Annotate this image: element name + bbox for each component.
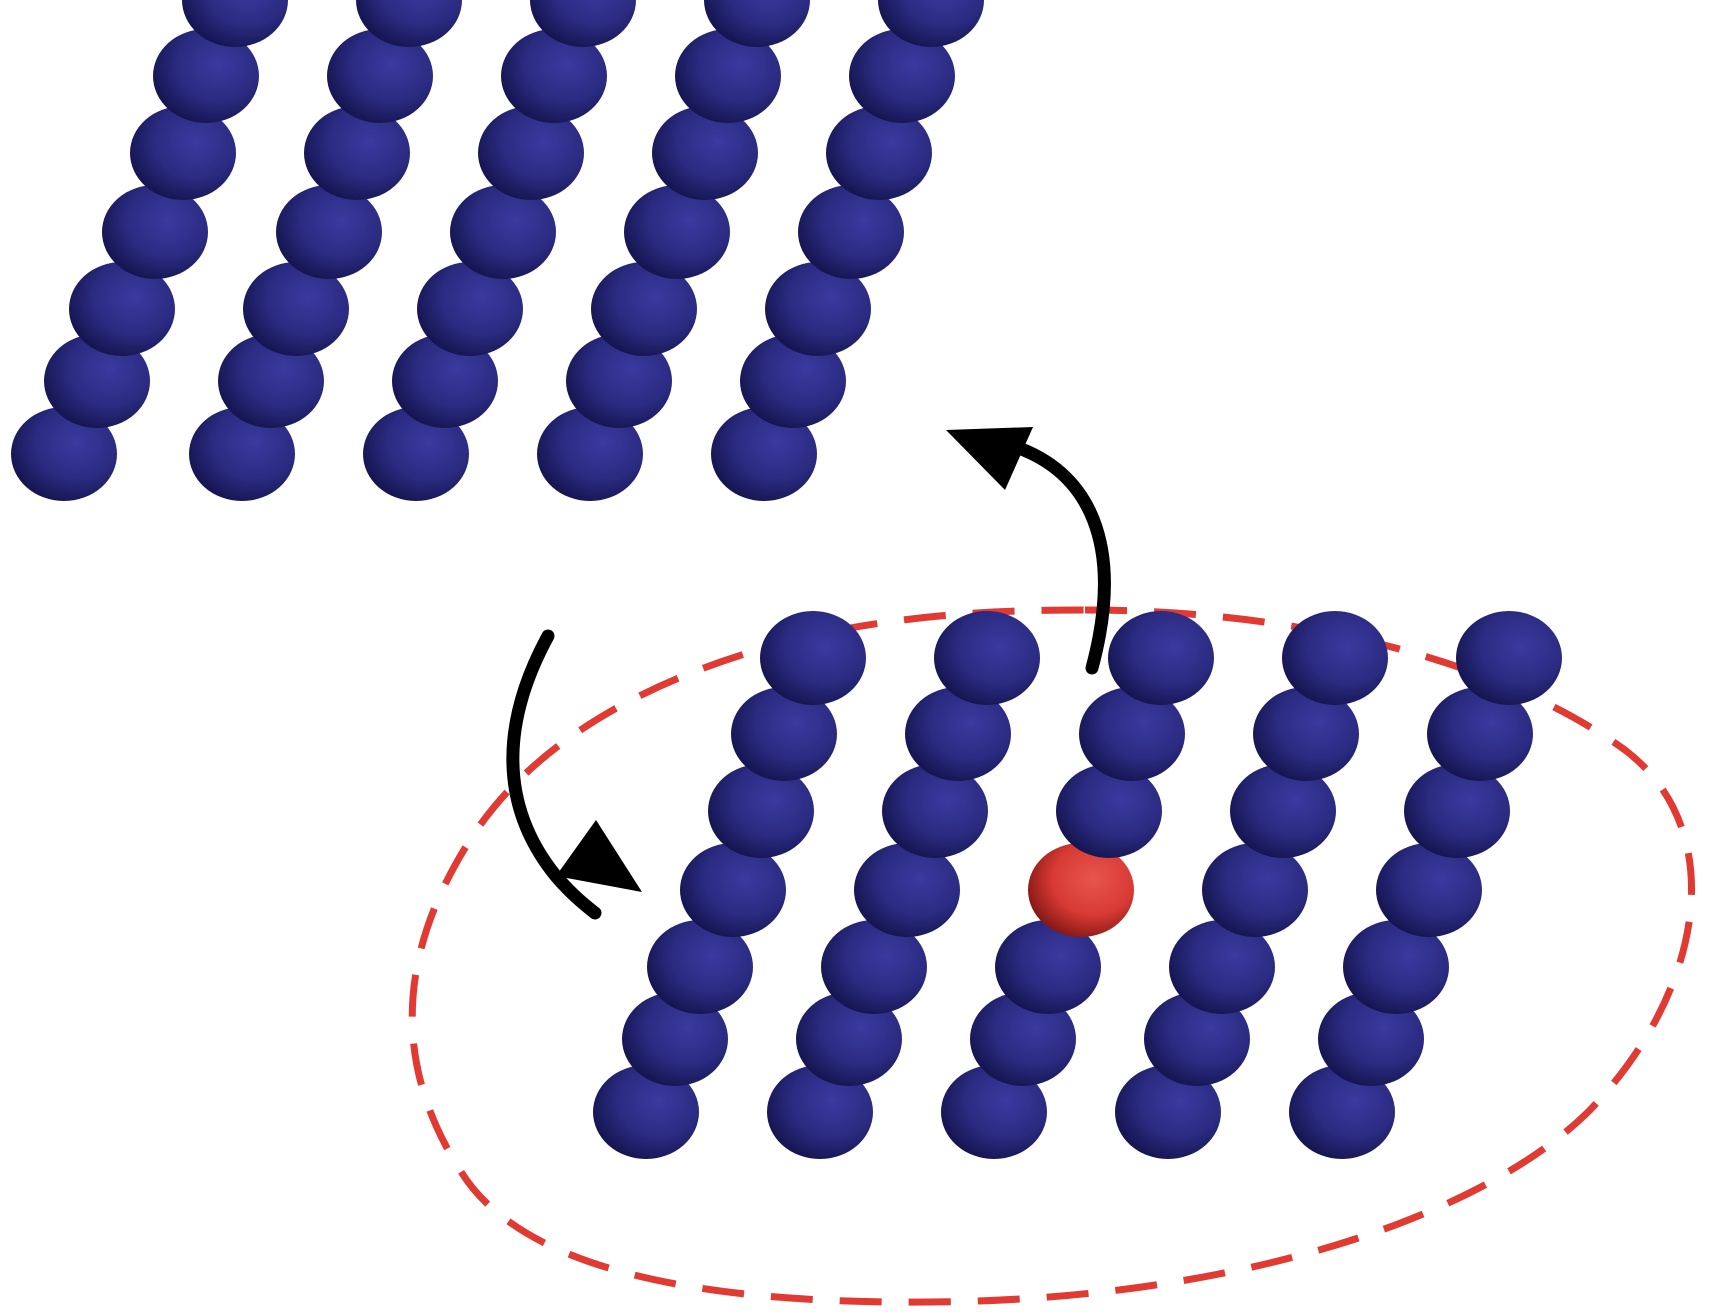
upper-chain-1	[11, 0, 288, 501]
upper-chain-4	[537, 0, 810, 501]
lower-chain-3	[941, 611, 1214, 1159]
lower-atom	[622, 992, 728, 1086]
upper-atom	[675, 29, 781, 123]
upper-atom	[624, 185, 730, 279]
lower-atom	[796, 992, 902, 1086]
upper-atom	[711, 407, 817, 501]
down-arrow	[506, 629, 642, 920]
lower-atom	[680, 843, 786, 937]
upper-atom	[566, 334, 672, 428]
lower-atom	[767, 1065, 873, 1159]
down-arrow-shaft	[506, 629, 602, 920]
lower-chain-2	[767, 611, 1040, 1159]
lower-atom	[970, 992, 1076, 1086]
lower-chain-1	[593, 611, 866, 1159]
lower-atom	[1115, 1065, 1221, 1159]
upper-atom	[798, 185, 904, 279]
lower-atom	[1376, 843, 1482, 937]
lower-chain-5	[1289, 611, 1562, 1159]
lower-atom	[1456, 611, 1562, 705]
lower-lattice	[593, 611, 1562, 1159]
upper-atom	[826, 106, 932, 200]
upper-atom	[327, 29, 433, 123]
upper-atom	[304, 106, 410, 200]
lower-atom	[1079, 687, 1185, 781]
upper-chain-3	[363, 0, 636, 501]
upper-atom	[417, 262, 523, 356]
lower-atom	[1056, 764, 1162, 858]
lower-atom	[1169, 920, 1275, 1014]
upper-atom	[849, 29, 955, 123]
lower-atom	[1230, 764, 1336, 858]
upper-atom	[704, 0, 810, 47]
lower-atom	[1427, 687, 1533, 781]
lower-atom	[905, 687, 1011, 781]
upper-atom	[276, 185, 382, 279]
lower-atom	[1343, 920, 1449, 1014]
lower-atom	[708, 764, 814, 858]
upper-atom	[652, 106, 758, 200]
upper-lattice	[11, 0, 984, 501]
lower-atom	[854, 843, 960, 937]
upper-atom	[501, 29, 607, 123]
upper-atom	[69, 262, 175, 356]
upper-atom	[102, 185, 208, 279]
upper-atom	[130, 106, 236, 200]
lower-atom	[882, 764, 988, 858]
upper-chain-2	[189, 0, 462, 501]
upper-atom	[11, 407, 117, 501]
upper-atom	[153, 29, 259, 123]
upper-atom	[765, 262, 871, 356]
lower-atom	[647, 920, 753, 1014]
upper-atom	[878, 0, 984, 47]
lower-atom	[941, 1065, 1047, 1159]
lower-atom	[1108, 611, 1214, 705]
up-arrow-shaft	[1003, 438, 1111, 675]
lower-atom	[593, 1065, 699, 1159]
lower-chain-4	[1115, 611, 1388, 1159]
upper-atom	[591, 262, 697, 356]
defect-atom	[1028, 843, 1134, 937]
upper-atom	[218, 334, 324, 428]
upper-atom	[243, 262, 349, 356]
lower-atom	[1253, 687, 1359, 781]
lower-atom	[1404, 764, 1510, 858]
lower-atom	[1144, 992, 1250, 1086]
lower-atom	[821, 920, 927, 1014]
upper-atom	[189, 407, 295, 501]
lower-atom	[760, 611, 866, 705]
lower-atom	[731, 687, 837, 781]
up-arrow-head	[946, 427, 1033, 490]
lower-atom	[1289, 1065, 1395, 1159]
lower-atom	[1318, 992, 1424, 1086]
upper-atom	[44, 334, 150, 428]
up-arrow	[946, 427, 1111, 675]
upper-atom	[363, 407, 469, 501]
upper-atom	[530, 0, 636, 47]
upper-atom	[478, 106, 584, 200]
upper-atom	[740, 334, 846, 428]
upper-atom	[182, 0, 288, 47]
upper-chain-5	[711, 0, 984, 501]
lower-atom	[934, 611, 1040, 705]
upper-atom	[356, 0, 462, 47]
lower-atom	[1202, 843, 1308, 937]
upper-atom	[450, 185, 556, 279]
upper-atom	[537, 407, 643, 501]
lower-atom	[995, 920, 1101, 1014]
down-arrow-head	[556, 820, 642, 892]
lower-atom	[1282, 611, 1388, 705]
upper-atom	[392, 334, 498, 428]
highlight-region-dashed-ellipse	[408, 606, 1695, 1306]
